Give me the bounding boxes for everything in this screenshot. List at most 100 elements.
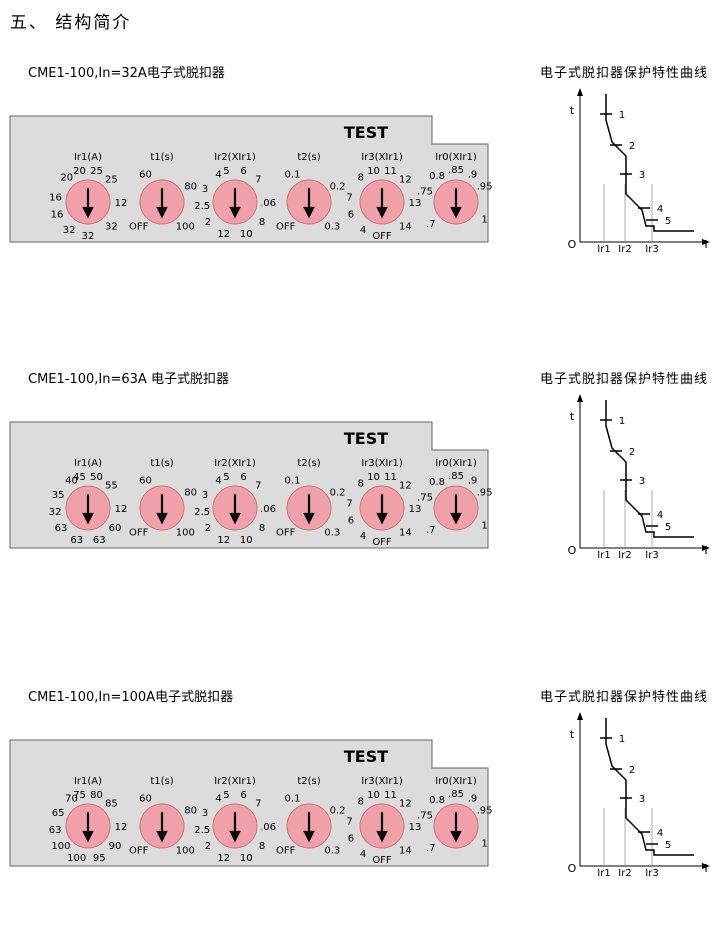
dial-scale-label: 60 (139, 169, 152, 180)
x-axis-arrow-icon (702, 545, 710, 551)
dial-scale-label: 35 (52, 490, 65, 501)
curve-marker-label: 5 (665, 216, 671, 227)
dial-scale-label: 0.3 (324, 221, 340, 232)
dial-scale-label: 0.3 (324, 527, 340, 538)
dial-header: Ir1(A) (74, 458, 102, 469)
dial-scale-label: 5 (223, 472, 229, 483)
test-label: TEST (344, 429, 388, 448)
dial-pointer-arrow-icon (82, 188, 94, 219)
ir2-dial[interactable]: Ir2(XIr1) 5 67 .06 8 10 12 2 2.5 34 (194, 152, 276, 240)
dial-scale-label: .75 (417, 811, 433, 822)
dial-scale-label: 2.5 (194, 201, 210, 212)
dial-scale-label: 1 (481, 215, 487, 226)
dial-scale-label: 14 (399, 527, 412, 538)
dial-scale-label: 10 (367, 790, 380, 801)
curve-marker-label: 5 (665, 840, 671, 851)
ir2-dial[interactable]: Ir2(XIr1) 5 67 .06 8 10 12 2 2.5 34 (194, 458, 276, 546)
dial-scale-label: .85 (448, 165, 464, 176)
ir0-dial[interactable]: Ir0(XIr1) .85 .9 .95 1 .7 .75 0.8 (417, 152, 492, 230)
trip-curve-line (605, 94, 694, 232)
dial-scale-label: .06 (260, 198, 276, 209)
dial-scale-label: .95 (477, 488, 493, 499)
curve-marker-label: 4 (657, 204, 663, 215)
curve-marker-label: 2 (629, 447, 635, 458)
curve-marker-label: 4 (657, 828, 663, 839)
dial-header: t2(s) (297, 776, 320, 787)
x-tick-label: Ir2 (618, 550, 631, 561)
t1-dial[interactable]: t1(s) 60 80 100 OFF (129, 458, 197, 538)
dial-scale-label: 6 (240, 790, 246, 801)
dial-scale-label: 20 (60, 173, 73, 184)
dial-header: Ir2(XIr1) (214, 776, 256, 787)
protection-curve: t I O Ir1 Ir2 Ir3 1 2 3 45 (568, 712, 710, 879)
dial-scale-label: 14 (399, 221, 412, 232)
protection-curve: t I O Ir1 Ir2 Ir3 1 2 3 45 (568, 394, 710, 561)
dial-pointer-arrow-icon (303, 188, 315, 219)
dial-scale-label: 0.8 (429, 477, 445, 488)
ir0-dial[interactable]: Ir0(XIr1) .85 .9 .95 1 .7 .75 0.8 (417, 776, 492, 854)
dial-pointer-arrow-icon (376, 812, 388, 843)
dial-scale-label: 7 (346, 816, 352, 827)
dial-scale-label: 8 (259, 841, 265, 852)
dial-scale-label: 90 (109, 841, 122, 852)
dial-scale-label: 2.5 (194, 825, 210, 836)
dial-scale-label: 10 (367, 166, 380, 177)
dial-scale-label: 12 (399, 175, 412, 186)
dial-scale-label: 63 (49, 825, 62, 836)
t1-dial[interactable]: t1(s) 60 80 100 OFF (129, 776, 197, 856)
dial-scale-label: 0.1 (285, 169, 301, 180)
x-tick-label: Ir2 (618, 868, 631, 879)
dial-scale-label: 11 (384, 790, 397, 801)
x-tick-label: Ir1 (597, 550, 610, 561)
ir2-dial[interactable]: Ir2(XIr1) 5 67 .06 8 10 12 2 2.5 34 (194, 776, 276, 864)
y-axis-label: t (570, 728, 575, 741)
dial-header: t2(s) (297, 152, 320, 163)
origin-label: O (568, 862, 577, 875)
dial-scale-label: .95 (477, 182, 493, 193)
dial-header: t1(s) (150, 776, 173, 787)
dial-scale-label: 100 (51, 841, 70, 852)
trip-curve-line (605, 400, 694, 538)
t2-dial[interactable]: t2(s) 0.1 0.2 0.3 OFF (276, 152, 346, 232)
t2-dial[interactable]: t2(s) 0.1 0.2 0.3 OFF (276, 776, 346, 856)
dial-scale-label: 12 (399, 799, 412, 810)
curve-marker-label: 1 (619, 110, 625, 121)
dial-scale-label: OFF (276, 527, 296, 538)
dial-scale-label: 0.2 (330, 806, 346, 817)
t1-dial[interactable]: t1(s) 60 80 100 OFF (129, 152, 197, 232)
dial-scale-label: OFF (276, 221, 296, 232)
curve-marker-label: 3 (639, 476, 645, 487)
y-axis-arrow-icon (577, 394, 583, 402)
dial-scale-label: 5 (223, 790, 229, 801)
dial-header: Ir0(XIr1) (435, 776, 477, 787)
ir0-dial[interactable]: Ir0(XIr1) .85 .9 .95 1 .7 .75 0.8 (417, 458, 492, 536)
dial-scale-label: 60 (109, 523, 122, 534)
x-axis-arrow-icon (702, 239, 710, 245)
dial-scale-label: 12 (217, 229, 230, 240)
dial-scale-label: 55 (105, 481, 118, 492)
y-axis-arrow-icon (577, 88, 583, 96)
curve-marker-label: 4 (657, 510, 663, 521)
dial-pointer-arrow-icon (303, 812, 315, 843)
x-tick-label: Ir3 (645, 868, 658, 879)
x-axis-label: I (704, 238, 707, 251)
dial-scale-label: 45 (73, 472, 86, 483)
dial-scale-label: 2 (205, 841, 211, 852)
dial-scale-label: 6 (348, 833, 354, 844)
dial-scale-label: OFF (372, 231, 392, 242)
t2-dial[interactable]: t2(s) 0.1 0.2 0.3 OFF (276, 458, 346, 538)
test-label: TEST (344, 747, 388, 766)
dial-scale-label: 0.8 (429, 795, 445, 806)
dial-scale-label: 1 (481, 521, 487, 532)
dial-scale-label: 12 (115, 198, 128, 209)
dial-scale-label: 65 (52, 808, 65, 819)
